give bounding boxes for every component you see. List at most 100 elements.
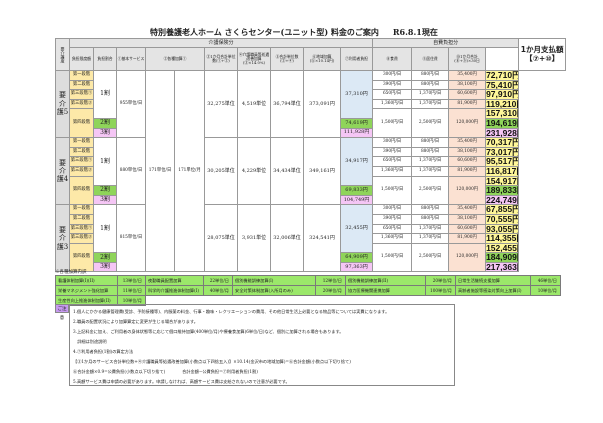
monthly-pay: 119,210円 — [485, 98, 520, 110]
header-limit: 負担限度額 — [69, 47, 94, 71]
note-line: 4.⑦利用者負担(1割)の算定方法 — [73, 349, 134, 354]
note-line: 詳細は別途説明 — [73, 339, 107, 344]
ratio-1: 1割 — [93, 137, 117, 187]
stay-cost: 1,370円/日 — [411, 156, 450, 167]
region-amount: 373,091円 — [303, 69, 341, 139]
kasan-name: 個別機能訓練加算(II) — [345, 275, 426, 286]
monthly-pay: 73,017円 — [485, 146, 520, 158]
month-cost: 60,600円 — [448, 156, 487, 167]
kasan-table: 看護体制加算(I)(II) 13単位/日 夜勤職員配置加算 22単位/日 個別機能訓練加… — [55, 275, 561, 306]
food-cost: 390円/日 — [372, 79, 413, 91]
monthly-pay: 70,555円 — [485, 213, 520, 225]
stay-cost: 1,370円/日 — [411, 98, 450, 110]
caution-label: ご注意 — [55, 304, 69, 321]
kasan-name: 栄養マネジメント強化加算 — [55, 285, 118, 296]
header-region: ⑥地域加算(⑤×10.14円) — [303, 47, 341, 71]
jihi-group-header: 自費負担分 — [372, 38, 520, 48]
limit-level: 第三段階① — [69, 156, 94, 167]
sum-units: 28,075単位 — [204, 204, 238, 273]
kasan-name: 高齢者施設等感染対策向上加算(I) — [455, 285, 531, 296]
empty-cell — [455, 295, 561, 306]
food-cost: 1,360円/日 — [372, 98, 413, 110]
stay-cost: 880円/日 — [411, 213, 450, 225]
limit-level: 第三段階② — [69, 98, 94, 110]
limit-level: 第二段階 — [69, 146, 94, 158]
ratio-3: 3割 — [93, 127, 117, 139]
limit-level: 第三段階② — [69, 165, 94, 177]
stay-cost: 1,370円/日 — [411, 223, 450, 235]
food-cost: 300円/日 — [372, 204, 413, 215]
table-row: 第三段階① 650円/日 1,370円/日 60,600円 93,055円 — [56, 223, 566, 235]
user-charge-1: 37,310円 — [339, 70, 374, 119]
care-level-label: 要介護4 — [55, 137, 70, 206]
monthly-pay: 157,310円 — [485, 108, 520, 119]
food-cost: 1,500円/日 — [372, 175, 413, 206]
food-cost: 650円/日 — [372, 89, 413, 100]
kasan-value: 10単位/月 — [117, 295, 146, 306]
month-cost: 120,000円 — [448, 175, 487, 206]
monthly-pay: 93,055円 — [485, 223, 520, 235]
food-cost: 1,360円/日 — [372, 165, 413, 177]
monthly-pay: 152,455円 — [485, 242, 520, 254]
note-line: 2.職員の配置状況により加算算定に変更が生じる場合があります。 — [73, 319, 198, 324]
limit-level: 第三段階① — [69, 89, 94, 100]
shogu-units: 4,229単位 — [237, 137, 271, 206]
sum-units: 32,275単位 — [204, 69, 238, 139]
add-per-month: 171単位/月 — [174, 69, 205, 273]
kasan-row: 看護体制加算(I)(II) 13単位/日 夜勤職員配置加算 22単位/日 個別機能訓練加… — [55, 275, 561, 286]
kasan-value: 13単位/日 — [117, 275, 146, 286]
month-cost: 35,400円 — [448, 137, 487, 148]
monthly-pay-header: 1か月支払額【⑦+⑩】 — [518, 38, 567, 71]
header-user: ⑦利用者負担 — [339, 47, 374, 71]
month-cost: 120,000円 — [448, 242, 487, 273]
header-ratio: 負担割合 — [93, 47, 117, 71]
food-cost: 650円/日 — [372, 223, 413, 235]
stay-cost: 880円/日 — [411, 204, 450, 215]
stay-cost: 1,370円/日 — [411, 89, 450, 100]
kasan-row: 生産性向上推進体制加算(II) 10単位/月 — [55, 295, 561, 306]
kasan-value: 20単位/月 — [425, 275, 456, 286]
total-units: 32,006単位 — [270, 204, 304, 273]
ratio-2: 2割 — [93, 117, 117, 129]
stay-cost: 2,500円/日 — [411, 242, 450, 273]
monthly-pay: 116,817円 — [485, 165, 520, 177]
month-cost: 38,100円 — [448, 79, 487, 91]
table-row: 2割 64,909円 184,909円 — [56, 252, 566, 263]
empty-cell — [345, 295, 456, 306]
monthly-pay: 97,910円 — [485, 89, 520, 100]
limit-level: 第三段階① — [69, 223, 94, 235]
kasan-name: 安全対策体制加算(入所月のみ) — [232, 285, 316, 296]
total-units: 34,434単位 — [270, 137, 304, 206]
ratio-2: 2割 — [93, 185, 117, 196]
monthly-pay: 75,410円 — [485, 79, 520, 91]
stay-cost: 2,500円/日 — [411, 175, 450, 206]
user-charge-3: 97,363円 — [339, 261, 374, 273]
base-service: 955単位/日 — [116, 69, 146, 139]
title-text: 特別養護老人ホーム さくらセンター(ユニット型) 料金のご案内 — [150, 27, 379, 37]
stay-cost: 880円/日 — [411, 79, 450, 91]
limit-level: 第一段階 — [69, 204, 94, 215]
table-row: 要介護5 第一段階 1割 955単位/日 171単位/日 171単位/月 32,275単位 4… — [55, 69, 566, 273]
monthly-pay: 217,363円 — [485, 261, 520, 273]
food-cost: 1,500円/日 — [372, 242, 413, 273]
monthly-pay: 194,619円 — [485, 117, 520, 129]
kasan-value: 46単位/日 — [530, 275, 561, 286]
food-cost: 1,500円/日 — [372, 108, 413, 139]
food-cost: 390円/日 — [372, 146, 413, 158]
header-month: ⑩1か月合計(⑧+⑨)×30日 — [448, 47, 487, 71]
base-service: 880単位/日 — [116, 137, 146, 206]
table-row: 第二段階 390円/日 880円/日 38,100円 73,017円 — [56, 146, 566, 158]
kasan-value: 11単位/日 — [117, 285, 146, 296]
stay-cost: 880円/日 — [411, 70, 450, 81]
user-charge-1: 32,455円 — [339, 204, 374, 254]
table-row: 要介護3 第一段階 1割 815単位/日 28,075単位 3,931単位 32,006単位… — [55, 204, 566, 273]
limit-level: 第一段階 — [69, 137, 94, 148]
stay-cost: 2,500円/日 — [411, 108, 450, 139]
header-add: ②各種加算① — [145, 47, 205, 71]
empty-cell — [145, 295, 233, 306]
